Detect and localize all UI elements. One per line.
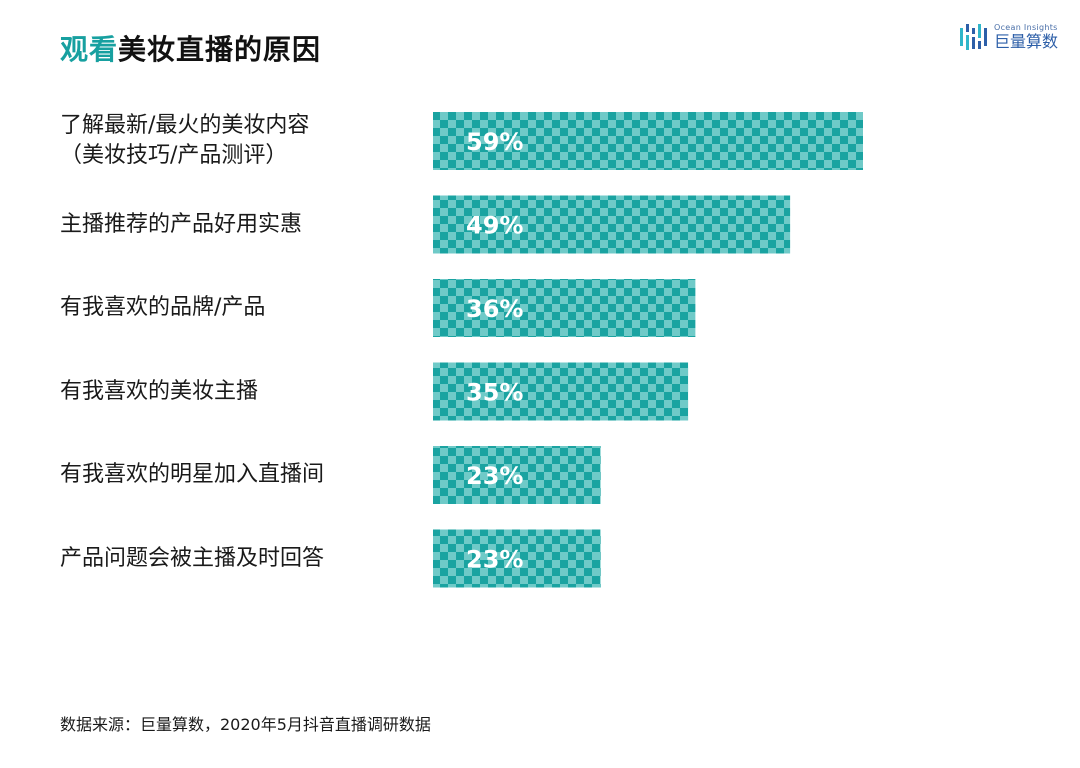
bar-1 — [433, 112, 863, 170]
category-label-line: 主播推荐的产品好用实惠 — [60, 211, 303, 237]
category-label-6: 产品问题会被主播及时回答 — [60, 544, 420, 574]
category-label-3: 有我喜欢的品牌/产品 — [60, 293, 420, 323]
title-rest: 美妆直播的原因 — [118, 33, 322, 66]
bar-value-label-6: 23% — [466, 546, 523, 574]
data-source-note: 数据来源：巨量算数，2020年5月抖音直播调研数据 — [60, 715, 431, 734]
bar-value-label-1: 59% — [466, 128, 523, 156]
bar-5 — [433, 446, 601, 504]
bar-6 — [433, 529, 601, 588]
category-label-1: 了解最新/最火的美妆内容 （美妆技巧/产品测评） — [60, 111, 420, 171]
category-label-line: 有我喜欢的明星加入直播间 — [60, 462, 325, 487]
category-label-5: 有我喜欢的明星加入直播间 — [60, 460, 420, 490]
bar-value-label-5: 23% — [466, 462, 523, 490]
category-label-line: 有我喜欢的品牌/产品 — [60, 295, 266, 320]
category-label-line: 产品问题会被主播及时回答 — [60, 545, 325, 571]
category-label-line: 有我喜欢的美妆主播 — [60, 378, 259, 404]
bar-value-label-3: 36% — [466, 295, 523, 323]
bar-4 — [433, 362, 689, 421]
logo-english-text: Ocean Insights — [994, 23, 1058, 32]
title-accent: 观看 — [60, 33, 119, 66]
bar-value-label-2: 49% — [466, 212, 523, 240]
bar-3 — [433, 279, 696, 337]
bar-value-label-4: 35% — [466, 379, 523, 407]
category-label-2: 主播推荐的产品好用实惠 — [60, 210, 420, 240]
category-label-line: 了解最新/最火的美妆内容 — [60, 113, 310, 138]
category-label-line: （美妆技巧/产品测评） — [60, 143, 288, 168]
logo-chinese-text: 巨量算数 — [994, 32, 1059, 51]
page-title: 观看美妆直播的原因 — [60, 28, 321, 68]
bar-2 — [433, 195, 791, 254]
category-label-4: 有我喜欢的美妆主播 — [60, 377, 420, 407]
brand-logo: Ocean Insights 巨量算数 — [958, 20, 1058, 54]
ocean-insights-logo-icon — [960, 24, 987, 50]
